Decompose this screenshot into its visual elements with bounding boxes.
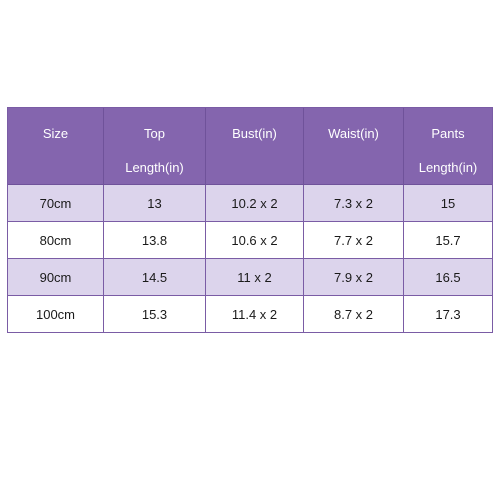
header-label: Top [144, 126, 165, 141]
cell-waist: 7.3 x 2 [304, 185, 404, 222]
cell-bust: 10.2 x 2 [206, 185, 304, 222]
header-label: Size [42, 126, 69, 141]
cell-waist: 7.7 x 2 [304, 222, 404, 259]
cell-bust: 10.6 x 2 [206, 222, 304, 259]
header-label-line2: Length(in) [125, 160, 184, 175]
header-label: Waist(in) [328, 126, 379, 141]
header-size: Size [8, 108, 104, 185]
header-waist: Waist(in) [304, 108, 404, 185]
table-row: 70cm 13 10.2 x 2 7.3 x 2 15 [8, 185, 492, 222]
size-chart-table: Size Top Length(in) Bust(in) Waist(in) P… [7, 107, 493, 333]
cell-pants-length: 15.7 [404, 222, 492, 259]
cell-bust: 11.4 x 2 [206, 296, 304, 332]
cell-pants-length: 15 [404, 185, 492, 222]
cell-top-length: 14.5 [104, 259, 206, 296]
table-row: 80cm 13.8 10.6 x 2 7.7 x 2 15.7 [8, 222, 492, 259]
cell-size: 80cm [8, 222, 104, 259]
header-label: Pants [431, 126, 465, 141]
cell-top-length: 13.8 [104, 222, 206, 259]
cell-pants-length: 17.3 [404, 296, 492, 332]
header-pants-length: Pants Length(in) [404, 108, 492, 185]
cell-size: 100cm [8, 296, 104, 332]
cell-top-length: 15.3 [104, 296, 206, 332]
table-row: 90cm 14.5 11 x 2 7.9 x 2 16.5 [8, 259, 492, 296]
cell-waist: 7.9 x 2 [304, 259, 404, 296]
header-label: Bust(in) [232, 126, 277, 141]
cell-size: 90cm [8, 259, 104, 296]
cell-waist: 8.7 x 2 [304, 296, 404, 332]
header-label-line2: Length(in) [418, 160, 478, 175]
cell-top-length: 13 [104, 185, 206, 222]
header-bust: Bust(in) [206, 108, 304, 185]
table-row: 100cm 15.3 11.4 x 2 8.7 x 2 17.3 [8, 296, 492, 332]
header-top-length: Top Length(in) [104, 108, 206, 185]
header-row: Size Top Length(in) Bust(in) Waist(in) P… [8, 108, 492, 185]
cell-bust: 11 x 2 [206, 259, 304, 296]
cell-size: 70cm [8, 185, 104, 222]
cell-pants-length: 16.5 [404, 259, 492, 296]
